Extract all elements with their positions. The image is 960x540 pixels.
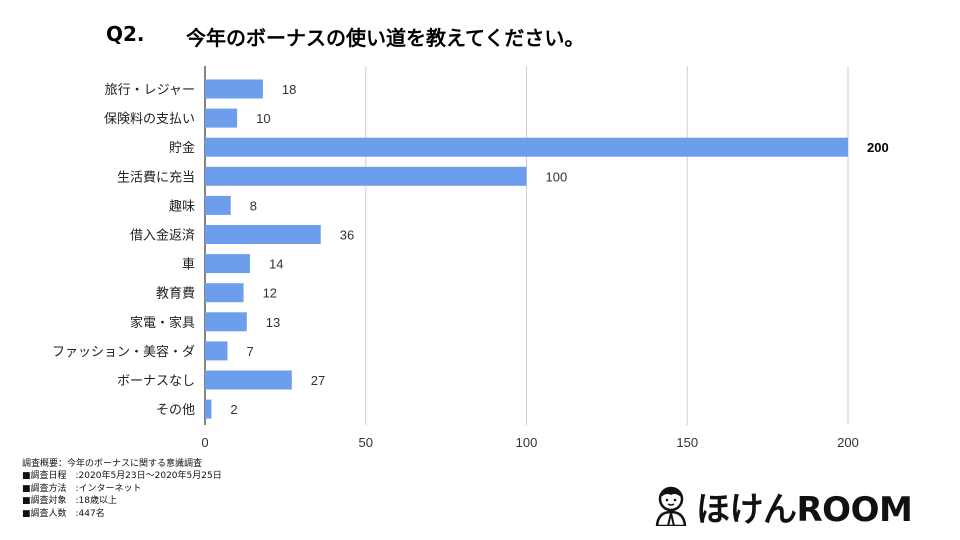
x-tick-label: 200 xyxy=(837,435,859,450)
value-label: 13 xyxy=(266,315,280,330)
x-tick-label: 150 xyxy=(676,435,698,450)
note-method: ■調査方法 :インターネット xyxy=(22,483,142,494)
category-label: ボーナスなし xyxy=(117,374,195,389)
value-label: 36 xyxy=(340,228,354,243)
person-avatar-icon xyxy=(655,486,687,526)
value-label: 18 xyxy=(282,82,296,97)
value-label: 27 xyxy=(311,373,325,388)
bar xyxy=(205,312,247,332)
note-summary: 調査概要：今年のボーナスに関する意識調査 xyxy=(22,459,203,469)
category-label: ファッション・美容・ダ xyxy=(52,344,195,360)
x-tick-label: 0 xyxy=(201,435,208,450)
bar xyxy=(205,79,263,99)
category-label: 生活費に充当 xyxy=(117,169,195,185)
category-label: 趣味 xyxy=(169,199,195,214)
bar xyxy=(205,370,292,390)
bar xyxy=(205,341,228,361)
value-label: 2 xyxy=(230,402,237,417)
category-label: 旅行・レジャー xyxy=(105,83,195,98)
bar-chart: 0 50 100 150 200 旅行・レジャー 18 保険料の支払い 10 貯金 200 生活費に充… xyxy=(52,66,889,450)
category-label: 借入金返済 xyxy=(130,228,195,244)
value-label: 100 xyxy=(546,169,568,184)
survey-notes: 調査概要：今年のボーナスに関する意識調査 ■調査日程 :2020年5月23日〜2… xyxy=(22,458,222,520)
bar xyxy=(205,108,238,128)
bar xyxy=(205,137,848,157)
bar xyxy=(205,399,212,419)
note-dates: ■調査日程 :2020年5月23日〜2020年5月25日 xyxy=(22,471,222,482)
category-label: 教育費 xyxy=(156,286,195,302)
bar xyxy=(205,254,251,274)
brand-logo: ほけんROOM xyxy=(654,484,913,530)
value-label: 7 xyxy=(247,344,254,359)
value-label: 14 xyxy=(269,257,283,272)
x-tick-label: 50 xyxy=(359,435,373,450)
bar xyxy=(205,225,321,244)
question-number: Q2. xyxy=(106,22,145,46)
value-label: 8 xyxy=(250,198,257,213)
note-target: ■調査対象 :18歳以上 xyxy=(22,496,117,507)
category-label: 家電・家具 xyxy=(130,315,195,331)
logo-text: ほけんROOM xyxy=(696,489,913,530)
category-label: その他 xyxy=(156,403,195,418)
bar xyxy=(205,283,244,303)
bar xyxy=(205,195,231,215)
value-label: 10 xyxy=(256,111,270,126)
page-title: 今年のボーナスの使い道を教えてください。 xyxy=(186,26,585,50)
value-label: 200 xyxy=(867,140,889,155)
category-label: 車 xyxy=(182,258,195,273)
bar xyxy=(205,166,527,186)
category-label: 保険料の支払い xyxy=(104,112,195,127)
note-count: ■調査人数 :447名 xyxy=(22,508,105,519)
category-label: 貯金 xyxy=(169,140,195,156)
value-label: 12 xyxy=(263,286,277,301)
x-tick-label: 100 xyxy=(516,435,538,450)
